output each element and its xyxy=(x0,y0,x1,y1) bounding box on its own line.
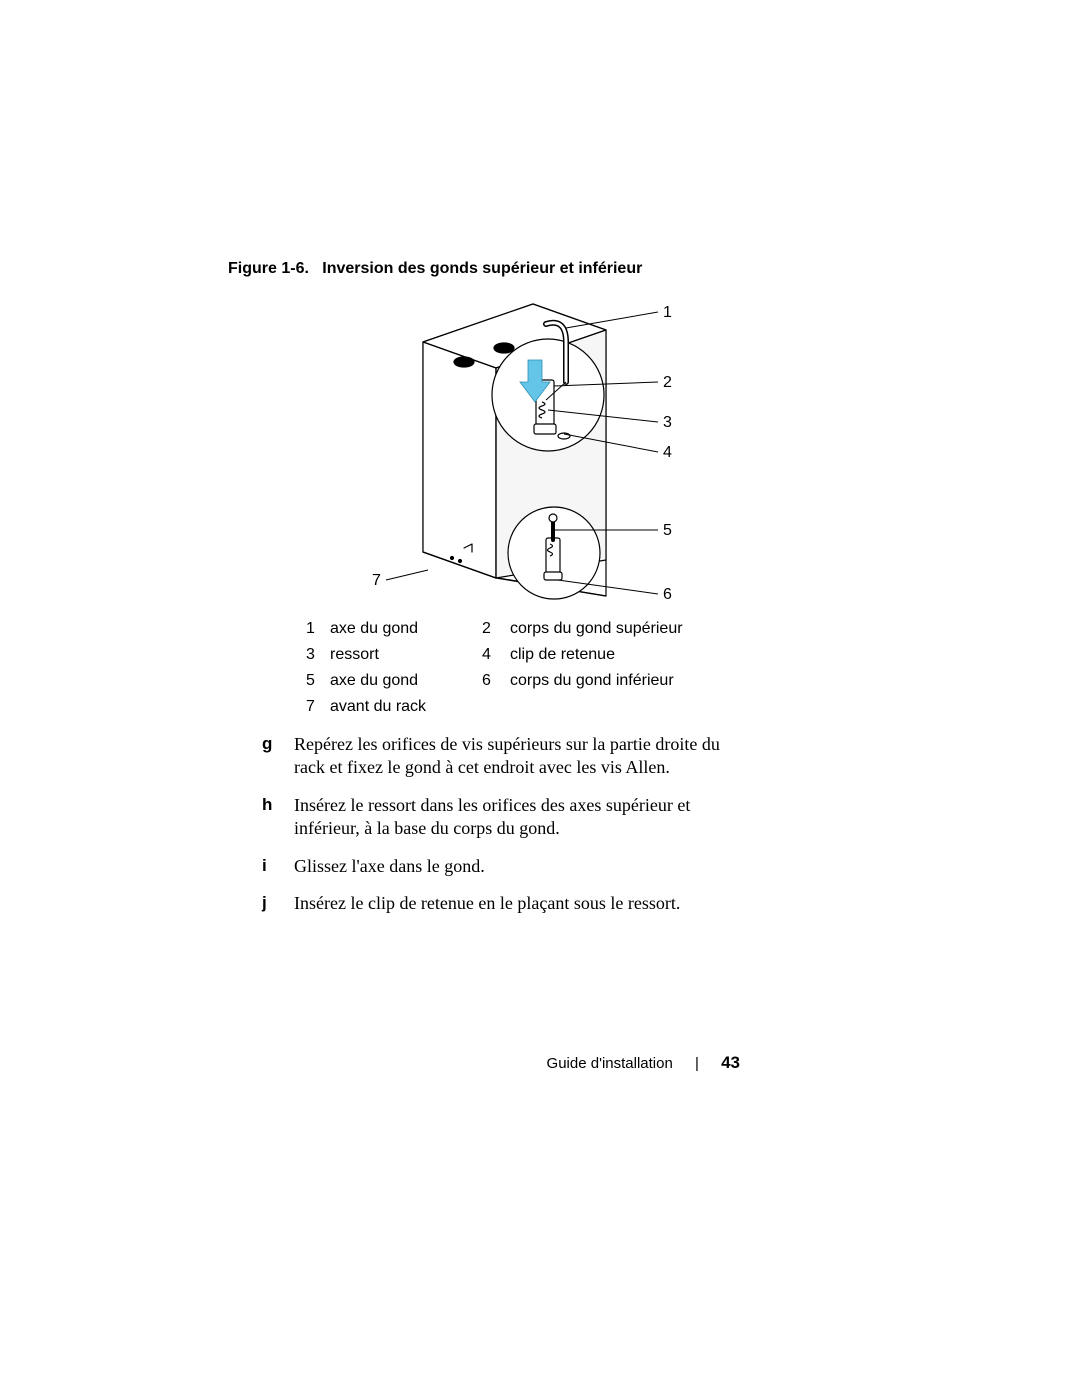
callout-6: 6 xyxy=(663,586,672,604)
legend-num: 3 xyxy=(306,646,330,664)
callout-7: 7 xyxy=(372,572,381,590)
step-text: Insérez le ressort dans les orifices des… xyxy=(294,794,722,841)
figure-legend: 1 axe du gond 2 corps du gond supérieur … xyxy=(306,620,683,724)
instruction-step: h Insérez le ressort dans les orifices d… xyxy=(262,794,722,841)
step-letter: i xyxy=(262,855,294,878)
legend-text: ressort xyxy=(330,646,482,664)
figure-diagram: 1 2 3 4 5 6 7 xyxy=(228,282,748,612)
callout-3: 3 xyxy=(663,414,672,432)
step-letter: h xyxy=(262,794,294,841)
legend-text: axe du gond xyxy=(330,672,482,690)
legend-num: 2 xyxy=(482,620,510,638)
instruction-step: i Glissez l'axe dans le gond. xyxy=(262,855,722,878)
legend-num: 7 xyxy=(306,698,330,716)
legend-row: 7 avant du rack xyxy=(306,698,683,716)
footer-page-number: 43 xyxy=(721,1053,740,1072)
legend-text xyxy=(510,698,683,716)
footer-separator: | xyxy=(695,1055,699,1072)
page-footer: Guide d'installation | 43 xyxy=(0,1053,740,1073)
callout-2: 2 xyxy=(663,374,672,392)
callout-1: 1 xyxy=(663,304,672,322)
callout-4: 4 xyxy=(663,444,672,462)
instruction-step: j Insérez le clip de retenue en le plaça… xyxy=(262,892,722,915)
step-letter: g xyxy=(262,733,294,780)
step-text: Glissez l'axe dans le gond. xyxy=(294,855,722,878)
step-text: Repérez les orifices de vis supérieurs s… xyxy=(294,733,722,780)
figure-caption-title: Inversion des gonds supérieur et inférie… xyxy=(322,260,642,277)
legend-num: 5 xyxy=(306,672,330,690)
step-text: Insérez le clip de retenue en le plaçant… xyxy=(294,892,722,915)
legend-num: 1 xyxy=(306,620,330,638)
figure-caption-prefix: Figure 1-6. xyxy=(228,260,309,277)
legend-row: 5 axe du gond 6 corps du gond inférieur xyxy=(306,672,683,690)
legend-text: avant du rack xyxy=(330,698,482,716)
legend-text: clip de retenue xyxy=(510,646,683,664)
page: Figure 1-6. Inversion des gonds supérieu… xyxy=(0,0,1080,1397)
legend-row: 1 axe du gond 2 corps du gond supérieur xyxy=(306,620,683,638)
instruction-step: g Repérez les orifices de vis supérieurs… xyxy=(262,733,722,780)
legend-text: axe du gond xyxy=(330,620,482,638)
legend-row: 3 ressort 4 clip de retenue xyxy=(306,646,683,664)
legend-text: corps du gond supérieur xyxy=(510,620,683,638)
footer-title: Guide d'installation xyxy=(547,1055,673,1072)
figure-caption: Figure 1-6. Inversion des gonds supérieu… xyxy=(228,260,642,278)
step-letter: j xyxy=(262,892,294,915)
callout-5: 5 xyxy=(663,522,672,540)
legend-text: corps du gond inférieur xyxy=(510,672,683,690)
legend-num: 4 xyxy=(482,646,510,664)
legend-num xyxy=(482,698,510,716)
legend-num: 6 xyxy=(482,672,510,690)
instruction-steps: g Repérez les orifices de vis supérieurs… xyxy=(262,733,722,929)
